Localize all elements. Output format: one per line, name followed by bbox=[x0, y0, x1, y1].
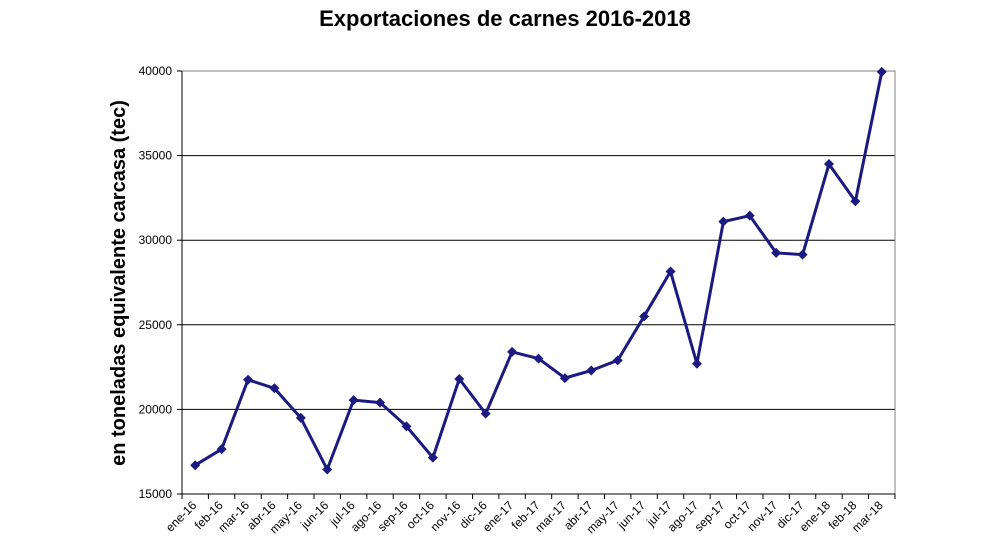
data-point-marker bbox=[322, 464, 333, 475]
data-point-marker bbox=[454, 373, 465, 384]
data-point-marker bbox=[744, 210, 755, 221]
data-point-marker bbox=[427, 452, 438, 463]
y-tick-label: 40000 bbox=[139, 64, 173, 78]
data-point-marker bbox=[850, 196, 861, 207]
y-tick-label: 35000 bbox=[139, 149, 173, 163]
data-point-marker bbox=[823, 159, 834, 170]
data-point-marker bbox=[533, 353, 544, 364]
series bbox=[190, 66, 887, 475]
plot-area bbox=[181, 70, 896, 495]
data-point-marker bbox=[718, 216, 729, 227]
x-tick-label: ene-18 bbox=[797, 498, 834, 535]
data-point-marker bbox=[507, 346, 518, 357]
data-point-marker bbox=[771, 247, 782, 258]
data-point-marker bbox=[295, 412, 306, 423]
x-tick-labels: ene-16feb-16mar-16abr-16may-16jun-16jul-… bbox=[163, 498, 886, 536]
x-tick-label: jun-17 bbox=[614, 498, 648, 532]
x-tick-label: nov-17 bbox=[744, 498, 780, 534]
y-tick-label: 25000 bbox=[139, 318, 173, 332]
y-tick-label: 15000 bbox=[139, 487, 173, 501]
data-point-marker bbox=[559, 373, 570, 384]
x-tick-label: sep-16 bbox=[375, 498, 411, 534]
x-tick-label: jun-16 bbox=[297, 498, 331, 532]
x-tick-label: sep-17 bbox=[692, 498, 728, 534]
data-point-marker bbox=[269, 383, 280, 394]
axes bbox=[177, 70, 896, 499]
data-point-marker bbox=[348, 395, 359, 406]
data-point-marker bbox=[612, 355, 623, 366]
y-axis-label: en toneladas equivalente carcasa (tec) bbox=[108, 100, 130, 466]
data-point-marker bbox=[797, 249, 808, 260]
data-point-marker bbox=[665, 266, 676, 277]
y-tick-label: 20000 bbox=[139, 402, 173, 416]
chart-title: Exportaciones de carnes 2016-2018 bbox=[319, 6, 691, 31]
y-tick-label: 30000 bbox=[139, 233, 173, 247]
x-tick-label: ene-17 bbox=[480, 498, 517, 535]
y-tick-labels: 15000 20000 25000 30000 35000 40000 bbox=[139, 64, 173, 501]
data-point-marker bbox=[243, 374, 254, 385]
data-point-marker bbox=[375, 397, 386, 408]
data-point-marker bbox=[216, 444, 227, 455]
data-point-marker bbox=[586, 365, 597, 376]
data-point-marker bbox=[190, 460, 201, 471]
data-point-marker bbox=[691, 358, 702, 369]
x-tick-label: nov-16 bbox=[428, 498, 464, 534]
data-point-marker bbox=[480, 408, 491, 419]
data-point-marker bbox=[401, 421, 412, 432]
data-point-marker bbox=[876, 66, 887, 77]
x-tick-label: ene-16 bbox=[163, 498, 200, 535]
grid-lines bbox=[182, 155, 895, 410]
data-point-marker bbox=[639, 311, 650, 322]
